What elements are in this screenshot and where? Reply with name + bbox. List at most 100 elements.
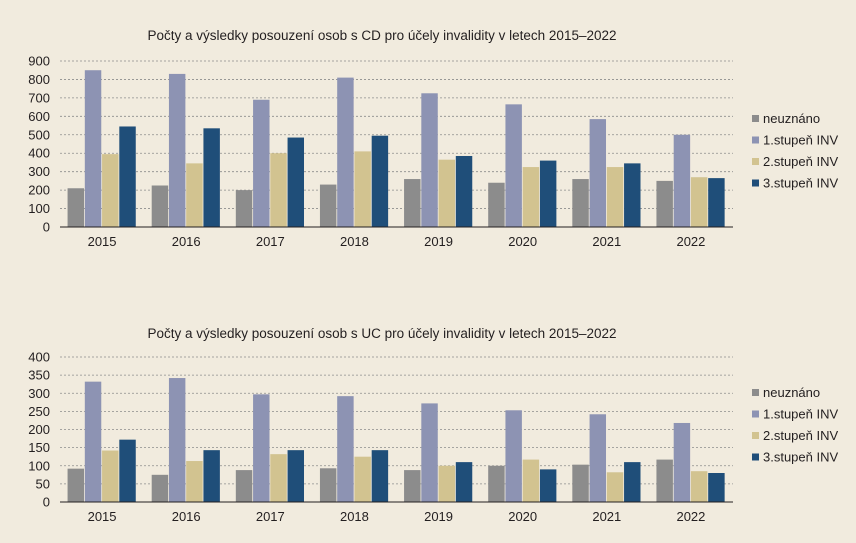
bar <box>354 456 371 502</box>
x-tick-label: 2017 <box>256 234 285 249</box>
legend-swatch <box>752 158 759 165</box>
bar <box>354 151 371 227</box>
bar <box>673 422 691 502</box>
y-tick-label: 700 <box>28 90 50 105</box>
chart-title: Počty a výsledky posouzení osob s UC pro… <box>147 326 616 341</box>
bar <box>589 414 607 502</box>
bar <box>119 126 136 227</box>
x-tick-label: 2016 <box>172 234 201 249</box>
bar <box>505 410 522 502</box>
y-tick-label: 600 <box>28 109 50 124</box>
bar <box>253 99 270 227</box>
bar <box>319 184 337 227</box>
y-tick-label: 800 <box>28 72 50 87</box>
y-tick-label: 250 <box>28 404 50 419</box>
legend-swatch <box>752 453 759 461</box>
bar <box>572 464 589 502</box>
bar <box>168 378 186 502</box>
y-tick-label: 500 <box>28 127 50 142</box>
bar <box>270 153 287 227</box>
bar <box>438 465 456 502</box>
bar <box>84 70 102 227</box>
bar <box>203 450 220 502</box>
legend-swatch <box>752 115 759 122</box>
x-tick-label: 2019 <box>424 509 453 524</box>
legend-label: 2.stupeň INV <box>763 428 838 443</box>
legend-label: 3.stupeň INV <box>763 450 838 465</box>
y-tick-label: 900 <box>28 54 50 69</box>
bar <box>67 188 85 227</box>
bar <box>708 178 725 227</box>
y-tick-label: 200 <box>28 422 50 437</box>
bar <box>151 474 169 502</box>
legend-label: 1.stupeň INV <box>763 407 838 422</box>
bar <box>505 104 522 227</box>
x-tick-label: 2022 <box>676 234 705 249</box>
bar <box>287 137 305 227</box>
legend-swatch <box>752 389 759 396</box>
bar <box>539 160 557 227</box>
bar <box>539 469 557 502</box>
y-tick-label: 100 <box>28 201 50 216</box>
bar <box>488 182 505 227</box>
legend-swatch <box>752 179 759 187</box>
bar <box>488 465 505 502</box>
y-tick-label: 0 <box>43 495 50 510</box>
legend-label: 2.stupeň INV <box>763 154 838 169</box>
legend-label: 1.stupeň INV <box>763 133 838 148</box>
bar <box>656 459 673 502</box>
bar <box>151 185 169 227</box>
bar <box>168 73 186 228</box>
bar <box>337 77 354 227</box>
y-tick-label: 200 <box>28 183 50 198</box>
bar <box>421 93 438 228</box>
chart-uc: Počty a výsledky posouzení osob s UC pro… <box>28 326 838 524</box>
y-tick-label: 350 <box>28 368 50 383</box>
legend-label: neuznáno <box>763 111 820 126</box>
x-tick-label: 2021 <box>592 234 621 249</box>
bar <box>253 394 270 502</box>
y-tick-label: 400 <box>28 350 50 365</box>
bar <box>690 471 708 502</box>
bar <box>572 179 589 227</box>
y-tick-label: 150 <box>28 440 50 455</box>
bar <box>371 135 389 227</box>
bar <box>455 462 473 502</box>
x-tick-label: 2019 <box>424 234 453 249</box>
x-tick-label: 2021 <box>592 509 621 524</box>
x-tick-label: 2022 <box>676 509 705 524</box>
bar <box>522 167 540 227</box>
bar <box>455 155 473 227</box>
x-tick-label: 2016 <box>172 509 201 524</box>
y-tick-label: 100 <box>28 458 50 473</box>
chart-title: Počty a výsledky posouzení osob s CD pro… <box>147 28 616 43</box>
bar <box>235 470 253 502</box>
bar <box>287 450 305 502</box>
bar <box>235 190 253 227</box>
legend-swatch <box>752 410 759 418</box>
x-tick-label: 2017 <box>256 509 285 524</box>
bar <box>606 167 624 227</box>
x-tick-label: 2015 <box>88 509 117 524</box>
bar <box>438 159 456 227</box>
bar <box>404 470 421 502</box>
bar <box>270 454 287 502</box>
x-tick-label: 2020 <box>508 234 537 249</box>
y-tick-label: 300 <box>28 386 50 401</box>
legend-label: 3.stupeň INV <box>763 176 838 191</box>
bar <box>84 381 102 502</box>
bar <box>421 403 438 502</box>
bar <box>186 461 203 502</box>
bar <box>102 450 119 502</box>
y-tick-label: 400 <box>28 146 50 161</box>
y-tick-label: 300 <box>28 164 50 179</box>
bar <box>102 154 119 227</box>
bar <box>589 119 607 227</box>
bar <box>186 163 203 227</box>
x-tick-label: 2020 <box>508 509 537 524</box>
legend-label: neuznáno <box>763 385 820 400</box>
bar <box>404 179 421 227</box>
bar <box>371 450 389 502</box>
legend-swatch <box>752 432 759 439</box>
